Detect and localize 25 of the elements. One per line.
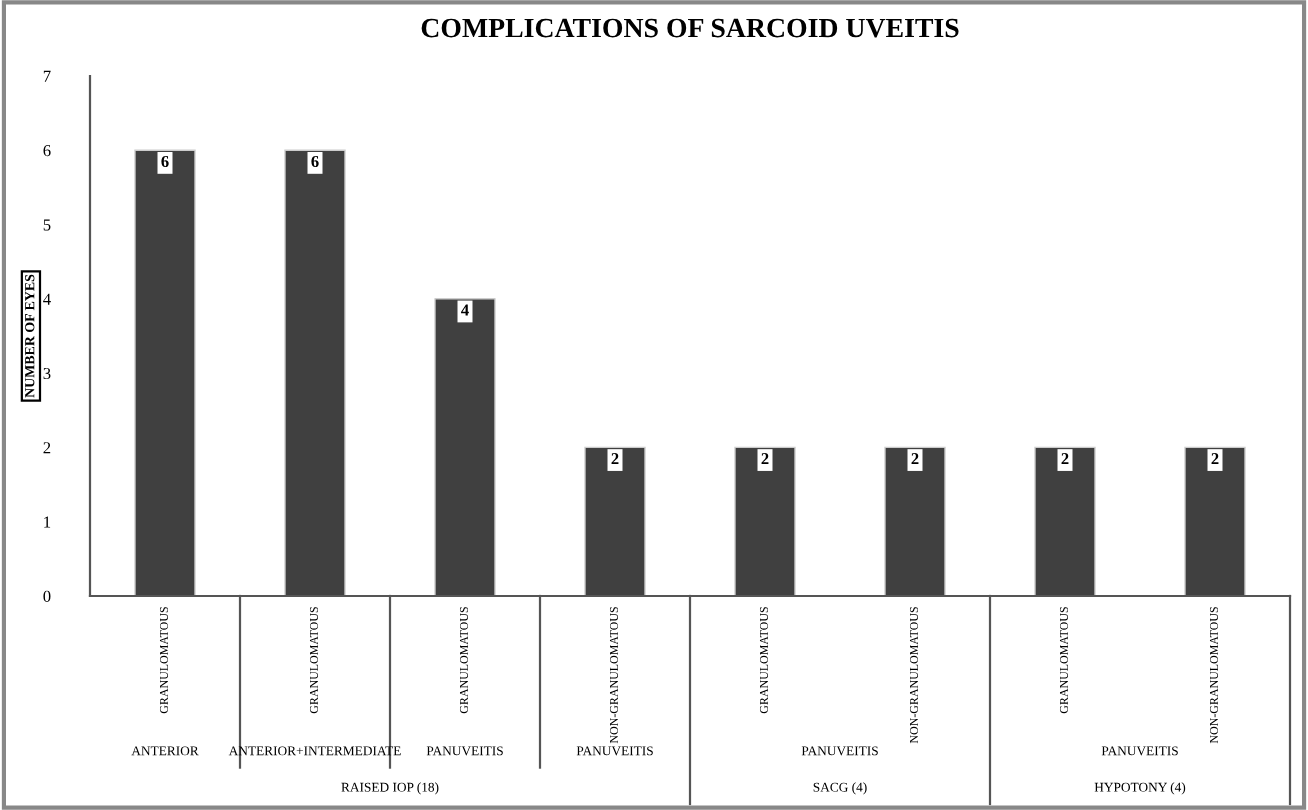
data-label: 2 <box>1211 453 1219 465</box>
bar <box>1034 446 1096 596</box>
y-tick-label: 7 <box>43 70 51 82</box>
bar <box>1184 446 1246 596</box>
data-label: 2 <box>761 453 769 465</box>
y-tick-label: 1 <box>44 516 51 528</box>
bar <box>434 298 496 596</box>
data-label: 4 <box>461 304 469 316</box>
data-label: 2 <box>611 453 619 465</box>
bar <box>134 149 196 596</box>
y-tick-label: 4 <box>43 293 51 305</box>
bar <box>884 446 946 596</box>
y-tick-label: 5 <box>43 219 51 231</box>
bar <box>284 149 346 596</box>
data-label: 6 <box>161 155 169 168</box>
y-tick-label: 0 <box>43 590 51 602</box>
data-label: 2 <box>911 453 919 465</box>
y-tick-label: 2 <box>43 442 51 454</box>
data-label: 2 <box>1061 453 1069 465</box>
bar <box>734 446 796 596</box>
data-label: 6 <box>311 155 319 168</box>
chart-title: COMPLICATIONS OF SARCOID UVEITIS <box>421 18 959 38</box>
bar <box>584 446 646 596</box>
y-tick-label: 3 <box>43 367 51 380</box>
y-tick-label: 6 <box>43 145 51 157</box>
